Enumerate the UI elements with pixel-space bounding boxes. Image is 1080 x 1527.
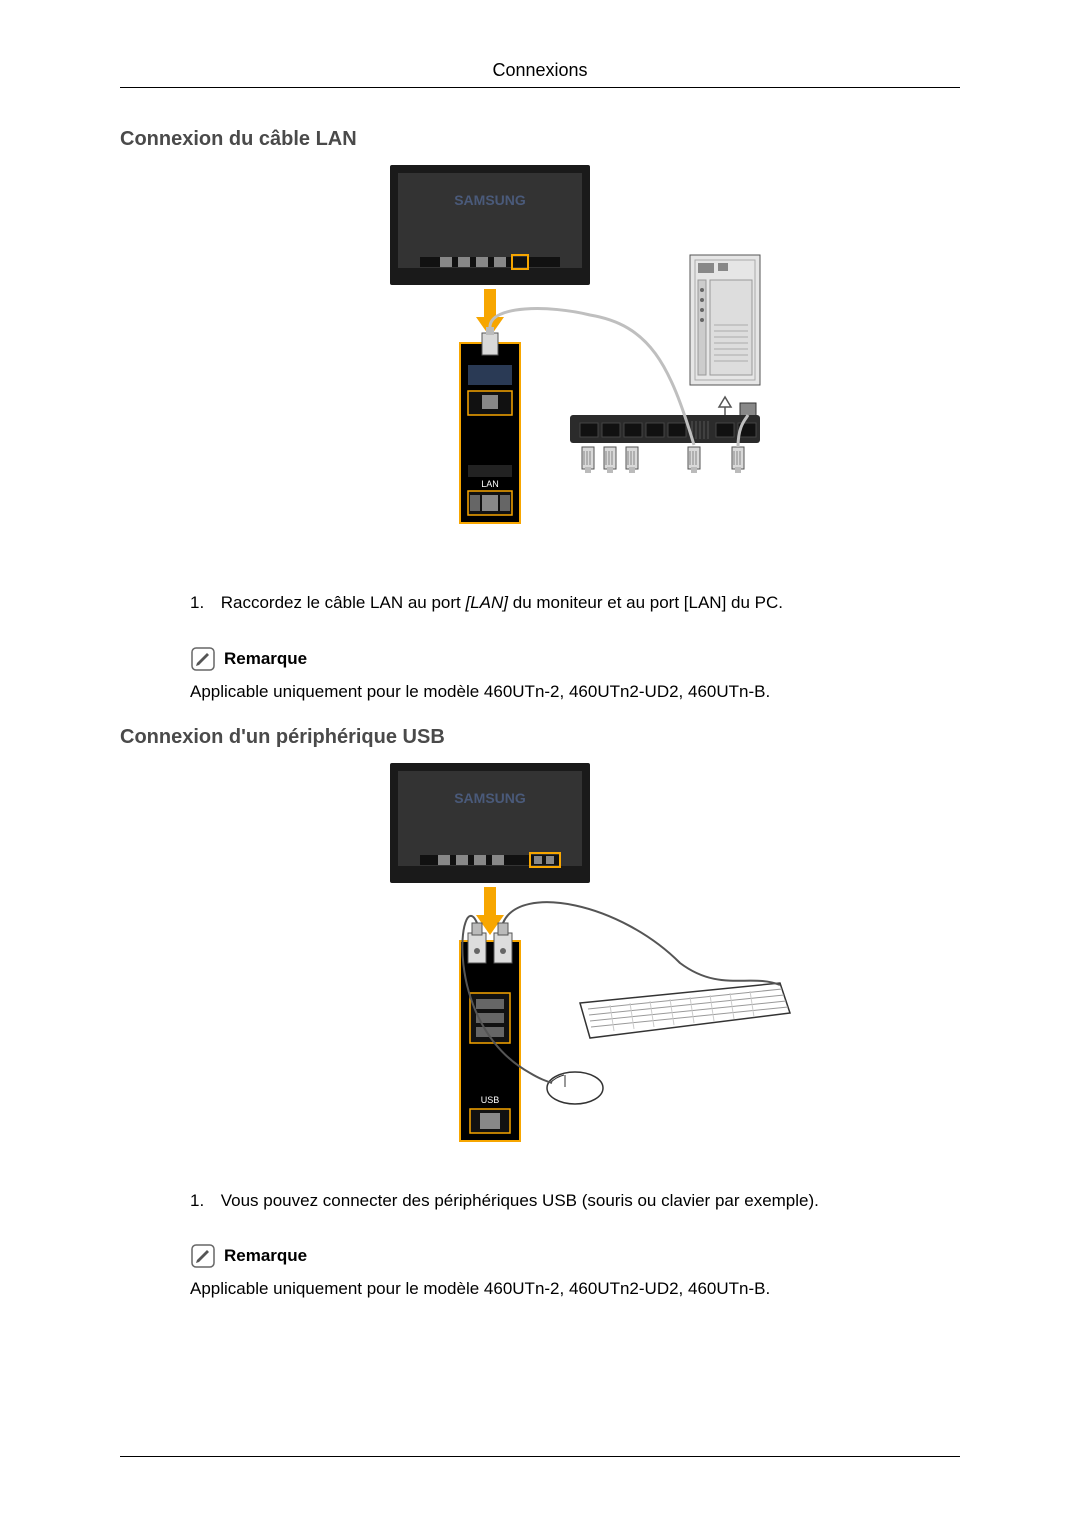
note-body: Applicable uniquement pour le modèle 460… [190, 1279, 960, 1299]
note-body: Applicable uniquement pour le modèle 460… [190, 682, 960, 702]
note-label: Remarque [224, 649, 307, 669]
step-em: [LAN] [465, 593, 508, 612]
note-icon [190, 646, 216, 672]
note-label: Remarque [224, 1246, 307, 1266]
header-title: Connexions [492, 60, 587, 80]
footer-rule [120, 1456, 960, 1457]
page: Connexions Connexion du câble LAN SAMSUN… [0, 0, 1080, 1527]
lan-diagram: SAMSUNG [290, 165, 790, 555]
section2-note: Remarque Applicable uniquement pour le m… [190, 1243, 960, 1299]
section2-step: 1. Vous pouvez connecter des périphériqu… [190, 1188, 960, 1214]
note-heading: Remarque [190, 1243, 960, 1269]
section2-title: Connexion d'un périphérique USB [120, 726, 960, 749]
step-number: 1. [190, 590, 216, 616]
note-icon [190, 1243, 216, 1269]
step-text: Raccordez le câble LAN au port [LAN] du … [221, 590, 901, 616]
section1-title: Connexion du câble LAN [120, 128, 960, 151]
note-heading: Remarque [190, 646, 960, 672]
svg-text:SAMSUNG: SAMSUNG [454, 790, 526, 806]
page-header: Connexions [120, 60, 960, 88]
figure-lan: SAMSUNG [120, 165, 960, 560]
usb-diagram: SAMSUNG [280, 763, 800, 1153]
section1-note: Remarque Applicable uniquement pour le m… [190, 646, 960, 702]
section1-step: 1. Raccordez le câble LAN au port [LAN] … [190, 590, 960, 616]
svg-text:SAMSUNG: SAMSUNG [454, 192, 526, 208]
svg-text:LAN: LAN [481, 479, 499, 489]
svg-text:USB: USB [481, 1095, 500, 1105]
step-text: Vous pouvez connecter des périphériques … [221, 1188, 901, 1214]
figure-usb: SAMSUNG [120, 763, 960, 1158]
step-post: du moniteur et au port [LAN] du PC. [508, 593, 783, 612]
step-pre: Raccordez le câble LAN au port [221, 593, 466, 612]
step-number: 1. [190, 1188, 216, 1214]
